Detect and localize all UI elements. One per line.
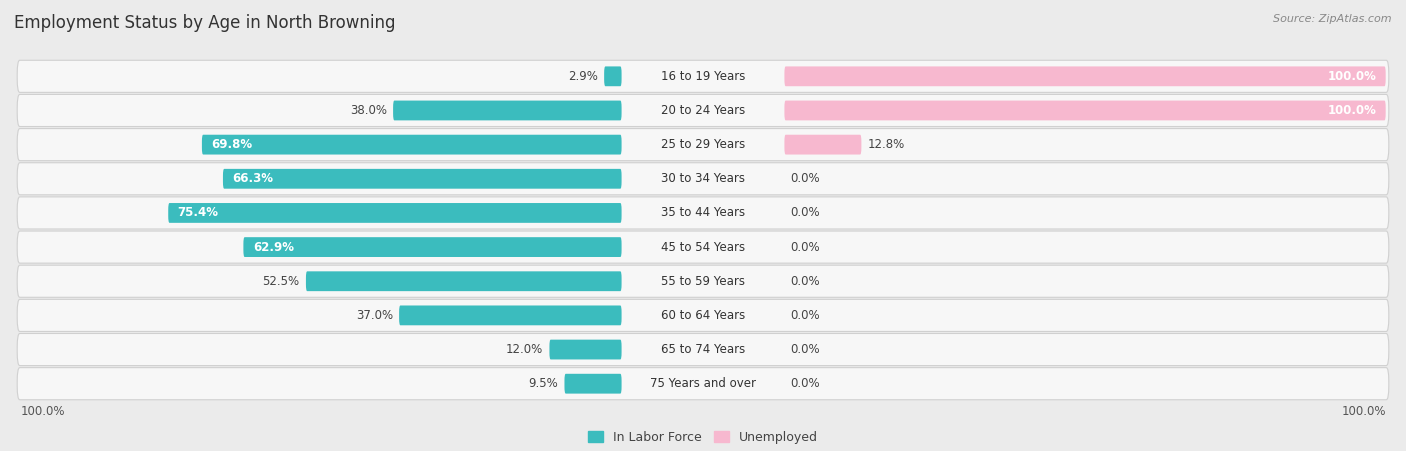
FancyBboxPatch shape — [169, 203, 621, 223]
FancyBboxPatch shape — [17, 60, 1389, 92]
FancyBboxPatch shape — [550, 340, 621, 359]
Text: 2.9%: 2.9% — [568, 70, 598, 83]
Text: 0.0%: 0.0% — [790, 240, 820, 253]
Text: 12.8%: 12.8% — [868, 138, 905, 151]
FancyBboxPatch shape — [17, 333, 1389, 366]
FancyBboxPatch shape — [17, 163, 1389, 195]
Text: 52.5%: 52.5% — [263, 275, 299, 288]
Text: 30 to 34 Years: 30 to 34 Years — [661, 172, 745, 185]
Legend: In Labor Force, Unemployed: In Labor Force, Unemployed — [583, 426, 823, 449]
Text: 0.0%: 0.0% — [790, 275, 820, 288]
Text: 100.0%: 100.0% — [1327, 104, 1376, 117]
Text: 20 to 24 Years: 20 to 24 Years — [661, 104, 745, 117]
Text: 25 to 29 Years: 25 to 29 Years — [661, 138, 745, 151]
FancyBboxPatch shape — [785, 135, 862, 155]
FancyBboxPatch shape — [17, 94, 1389, 127]
Text: 100.0%: 100.0% — [20, 405, 65, 418]
Text: 9.5%: 9.5% — [529, 377, 558, 390]
FancyBboxPatch shape — [394, 101, 621, 120]
FancyBboxPatch shape — [399, 305, 621, 325]
Text: 75.4%: 75.4% — [177, 207, 218, 220]
FancyBboxPatch shape — [17, 299, 1389, 331]
Text: 66.3%: 66.3% — [232, 172, 273, 185]
FancyBboxPatch shape — [17, 231, 1389, 263]
Text: 16 to 19 Years: 16 to 19 Years — [661, 70, 745, 83]
Text: 0.0%: 0.0% — [790, 207, 820, 220]
FancyBboxPatch shape — [17, 265, 1389, 297]
FancyBboxPatch shape — [243, 237, 621, 257]
FancyBboxPatch shape — [307, 272, 621, 291]
Text: 0.0%: 0.0% — [790, 309, 820, 322]
FancyBboxPatch shape — [17, 129, 1389, 161]
Text: 65 to 74 Years: 65 to 74 Years — [661, 343, 745, 356]
Text: 69.8%: 69.8% — [211, 138, 253, 151]
Text: 38.0%: 38.0% — [350, 104, 387, 117]
Text: 12.0%: 12.0% — [506, 343, 543, 356]
Text: 55 to 59 Years: 55 to 59 Years — [661, 275, 745, 288]
FancyBboxPatch shape — [202, 135, 621, 155]
Text: Source: ZipAtlas.com: Source: ZipAtlas.com — [1274, 14, 1392, 23]
Text: 45 to 54 Years: 45 to 54 Years — [661, 240, 745, 253]
Text: 35 to 44 Years: 35 to 44 Years — [661, 207, 745, 220]
FancyBboxPatch shape — [605, 66, 621, 86]
FancyBboxPatch shape — [785, 66, 1386, 86]
Text: 75 Years and over: 75 Years and over — [650, 377, 756, 390]
Text: 37.0%: 37.0% — [356, 309, 392, 322]
FancyBboxPatch shape — [785, 101, 1386, 120]
FancyBboxPatch shape — [564, 374, 621, 394]
Text: 62.9%: 62.9% — [253, 240, 294, 253]
Text: 0.0%: 0.0% — [790, 377, 820, 390]
Text: 100.0%: 100.0% — [1341, 405, 1386, 418]
FancyBboxPatch shape — [17, 197, 1389, 229]
Text: 100.0%: 100.0% — [1327, 70, 1376, 83]
Text: 60 to 64 Years: 60 to 64 Years — [661, 309, 745, 322]
FancyBboxPatch shape — [224, 169, 621, 189]
FancyBboxPatch shape — [17, 368, 1389, 400]
Text: Employment Status by Age in North Browning: Employment Status by Age in North Browni… — [14, 14, 395, 32]
Text: 0.0%: 0.0% — [790, 172, 820, 185]
Text: 0.0%: 0.0% — [790, 343, 820, 356]
